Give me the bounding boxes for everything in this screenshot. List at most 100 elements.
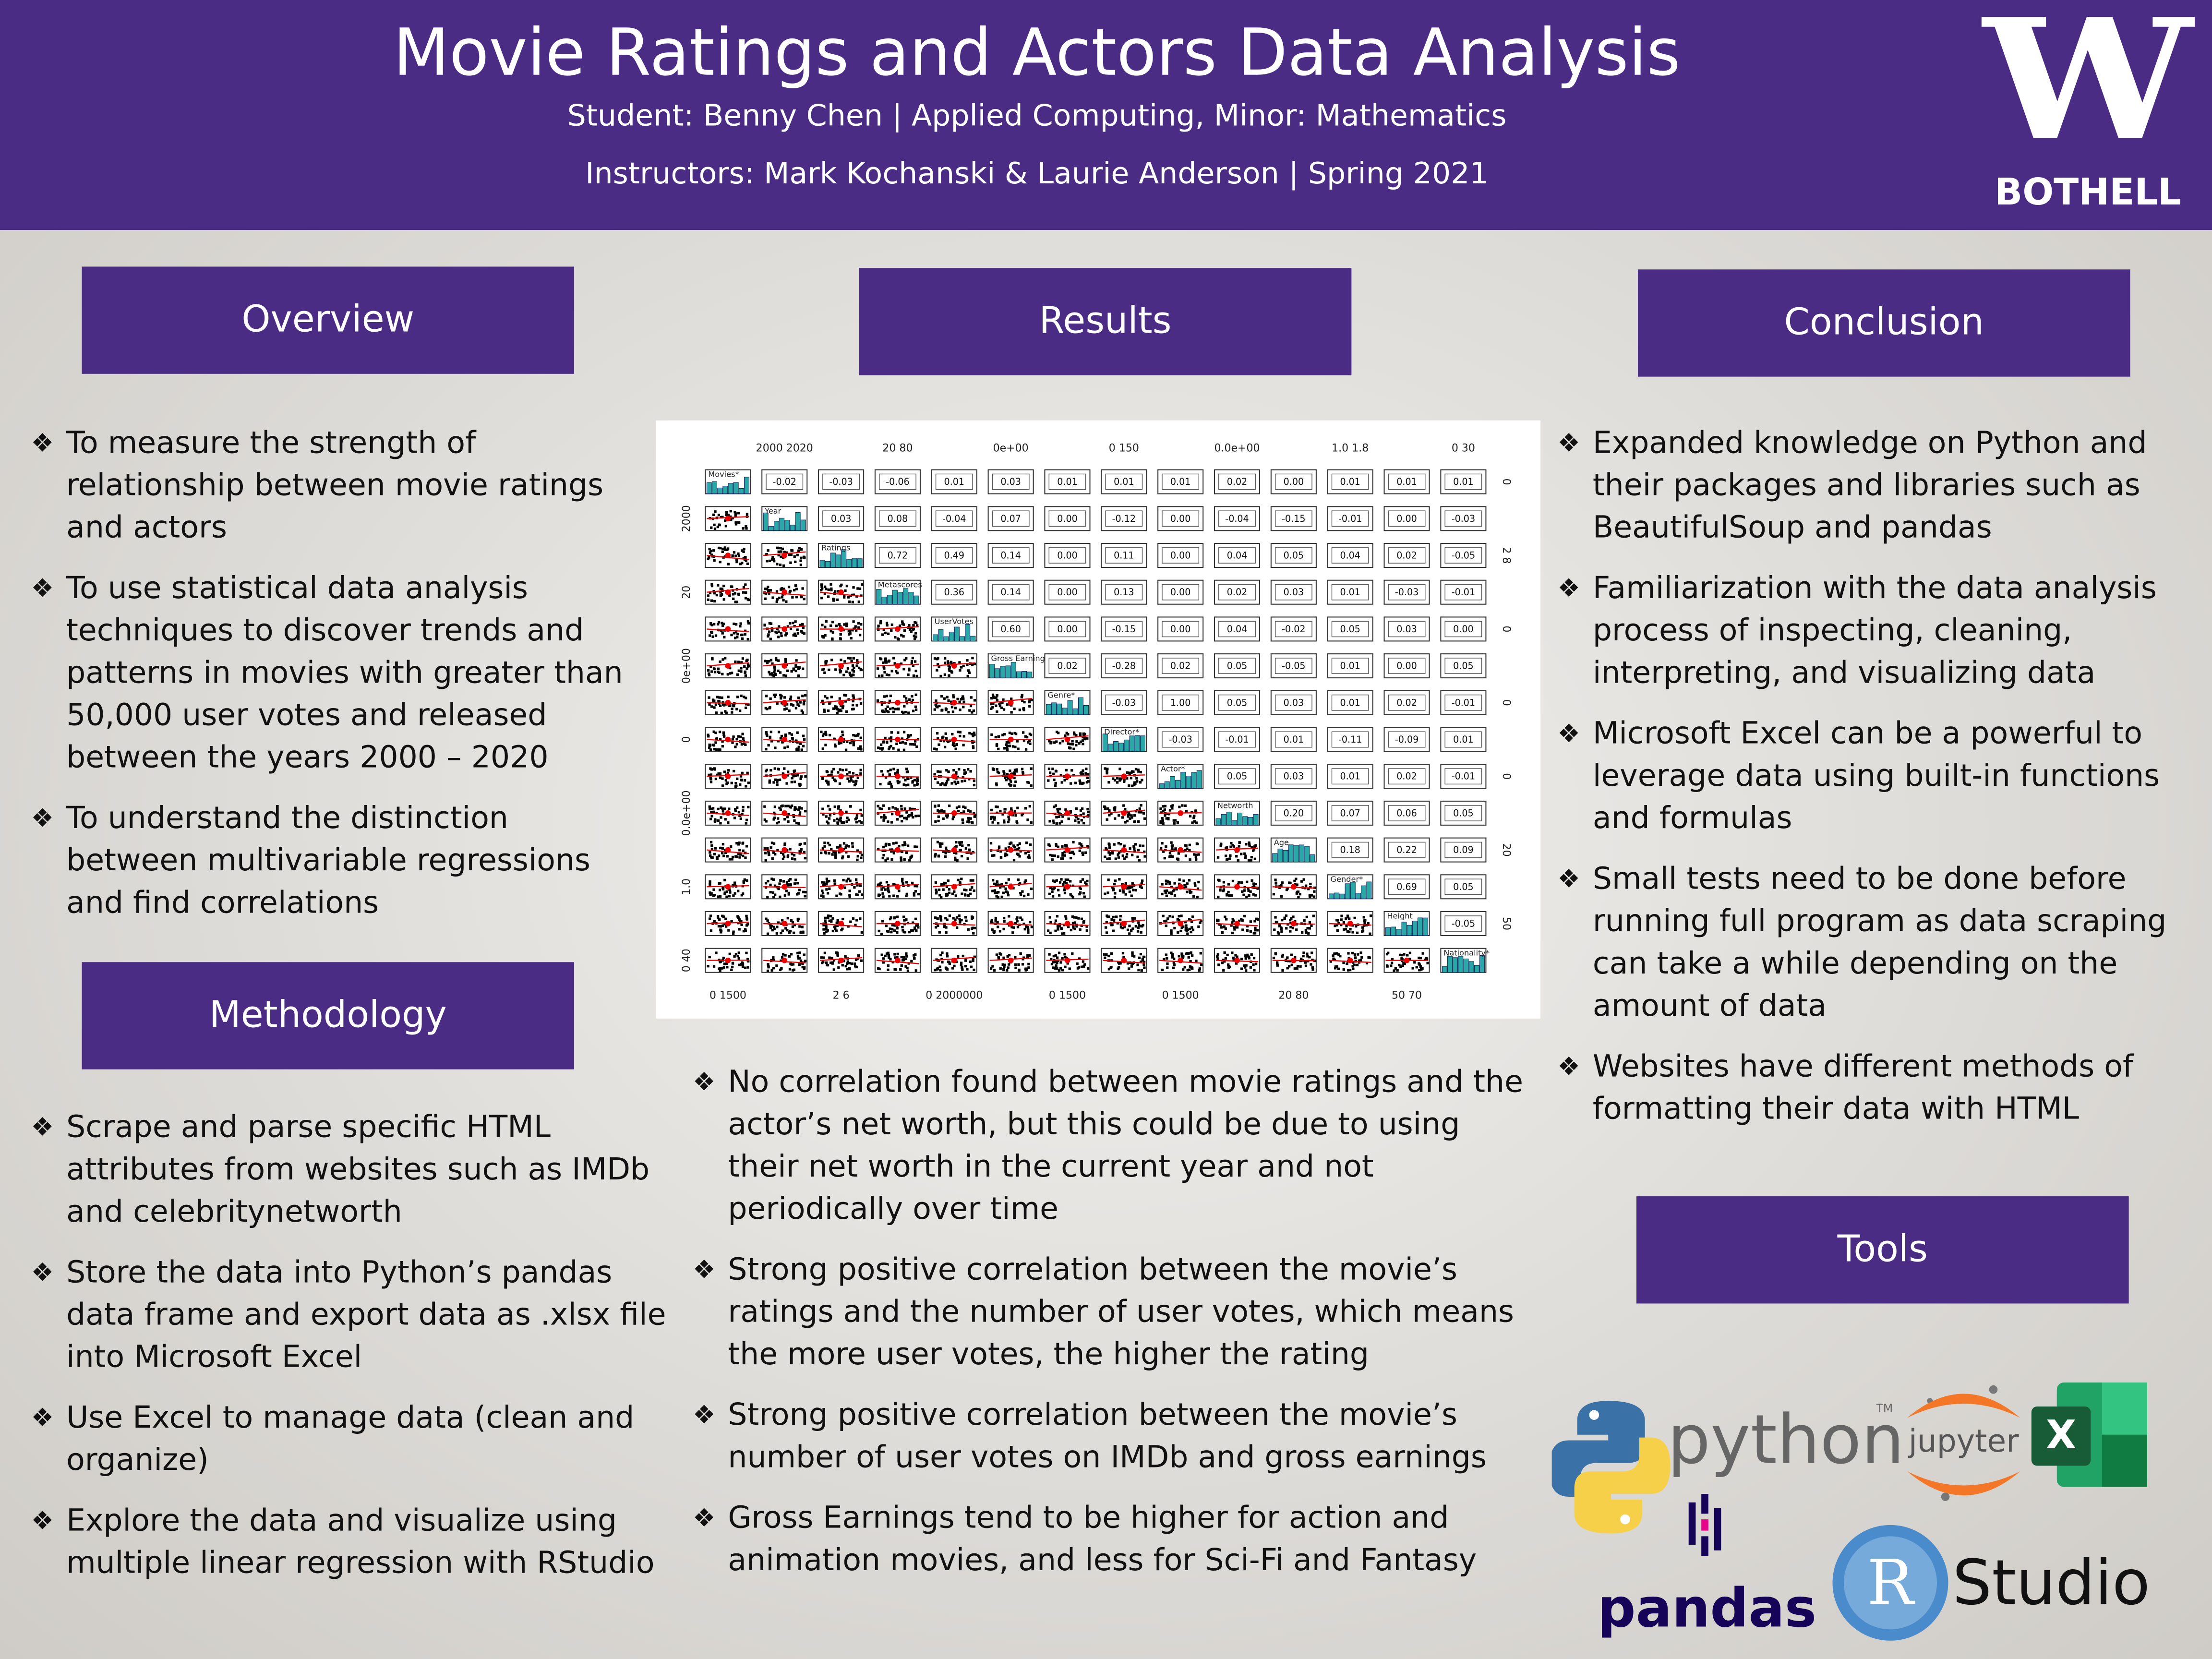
scatter-dot xyxy=(1165,924,1167,927)
scatter-dot xyxy=(1060,926,1063,930)
scatter-dot xyxy=(1022,772,1025,775)
mean-point xyxy=(1121,773,1127,780)
scatter-dot xyxy=(780,588,782,591)
scatter-dot xyxy=(767,633,770,636)
scatter-dot xyxy=(833,926,836,928)
scatter-dot xyxy=(1176,918,1179,921)
corr-box xyxy=(1274,584,1312,601)
scatter-dot xyxy=(731,711,733,714)
scatter-dot xyxy=(885,622,889,625)
scatter-dot xyxy=(722,584,725,588)
scatter-dot xyxy=(902,929,904,932)
scatter-dot xyxy=(1363,923,1366,926)
correlation: 0.07 xyxy=(1340,807,1360,818)
scatter-dot xyxy=(997,926,999,928)
scatter-dot xyxy=(737,735,740,738)
scatter-dot xyxy=(1166,917,1169,920)
scatter-dot xyxy=(791,853,793,855)
scatter-dot xyxy=(833,743,837,746)
scatter-dot xyxy=(712,730,715,733)
scatter-dot xyxy=(1217,895,1220,899)
scatter-dot xyxy=(913,954,915,957)
scatter-dot xyxy=(1139,925,1142,927)
scatter-dot xyxy=(724,851,727,854)
scatter-dot xyxy=(797,745,800,748)
histogram-bar xyxy=(1134,735,1140,752)
scatter-dot xyxy=(820,589,823,591)
scatter-dot xyxy=(775,600,778,603)
scatter-dot xyxy=(1184,928,1187,931)
bullet-icon: ❖ xyxy=(1557,574,1580,604)
scatter-dot xyxy=(827,914,830,917)
scatter-dot xyxy=(966,674,969,677)
scatter-dot xyxy=(713,767,716,770)
scatter-dot xyxy=(773,767,776,770)
corr-box xyxy=(1331,510,1369,527)
scatter-dot xyxy=(848,894,851,897)
scatter-dot xyxy=(944,657,947,660)
axis-label: 20 80 xyxy=(882,442,913,454)
axis-label: 0 xyxy=(681,736,693,743)
scatter-dot xyxy=(1108,814,1111,817)
scatter-dot xyxy=(828,774,830,777)
variable-label: Ratings xyxy=(821,543,851,553)
scatter-dot xyxy=(745,513,749,516)
scatter-dot xyxy=(791,921,794,924)
corr-box xyxy=(1105,658,1143,674)
scatter-dot xyxy=(1121,951,1125,955)
scatter-dot xyxy=(887,887,890,890)
scatter-dot xyxy=(1069,893,1072,896)
scatter-dot xyxy=(799,842,802,845)
scatter-dot xyxy=(1286,887,1289,890)
scatter-dot xyxy=(954,782,958,785)
scatter-dot xyxy=(730,634,733,637)
scatter-dot xyxy=(796,628,799,631)
scatter-dot xyxy=(787,884,790,887)
scatter-dot xyxy=(956,775,959,779)
scatter-dot xyxy=(842,733,844,736)
corr-box xyxy=(879,510,916,527)
scatter-dot xyxy=(995,895,998,898)
corr-box xyxy=(1444,621,1482,637)
scatter-dot xyxy=(798,666,801,669)
scatter-dot xyxy=(742,591,745,594)
scatter-dot xyxy=(959,843,962,846)
scatter-dot xyxy=(1108,809,1111,812)
scatter-dot xyxy=(793,854,796,857)
scatter-dot xyxy=(996,768,998,771)
mean-point xyxy=(838,847,844,853)
scatter-dot xyxy=(1182,968,1185,971)
scatter-dot xyxy=(851,845,854,848)
scatter-dot xyxy=(1304,929,1308,932)
scatter-dot xyxy=(731,708,733,710)
scatter-dot xyxy=(1016,848,1019,851)
scatter-dot xyxy=(1030,887,1033,890)
mean-point xyxy=(725,589,731,595)
histogram-bar xyxy=(1288,844,1294,863)
bullet-item: ❖ Familiarization with the data analysis … xyxy=(1557,568,2178,695)
scatter-dot xyxy=(1254,929,1257,932)
mean-point xyxy=(1064,847,1070,853)
scatter-dot xyxy=(850,779,853,782)
scatter-dot xyxy=(1055,964,1058,967)
scatter-dot xyxy=(1075,734,1078,737)
scatter-dot xyxy=(849,594,852,598)
scatter-dot xyxy=(780,967,783,970)
scatter-dot xyxy=(709,622,712,625)
scatter-dot xyxy=(997,957,1000,960)
scatter-dot xyxy=(843,694,846,697)
scatter-dot xyxy=(744,706,747,709)
scatter-dot xyxy=(956,781,960,783)
scatter-dot xyxy=(990,808,993,812)
scatter-dot xyxy=(884,660,887,663)
scatter-dot xyxy=(1064,915,1067,918)
scatter-dot xyxy=(746,562,749,565)
scatter-dot xyxy=(915,845,918,848)
scatter-dot xyxy=(899,624,902,627)
python-wordmark: python xyxy=(1668,1401,1904,1479)
corr-box xyxy=(1331,694,1369,711)
scatter-dot xyxy=(1128,925,1131,927)
scatter-dot xyxy=(1200,963,1203,966)
scatter-dot xyxy=(822,956,825,959)
scatter-dot xyxy=(791,777,793,780)
